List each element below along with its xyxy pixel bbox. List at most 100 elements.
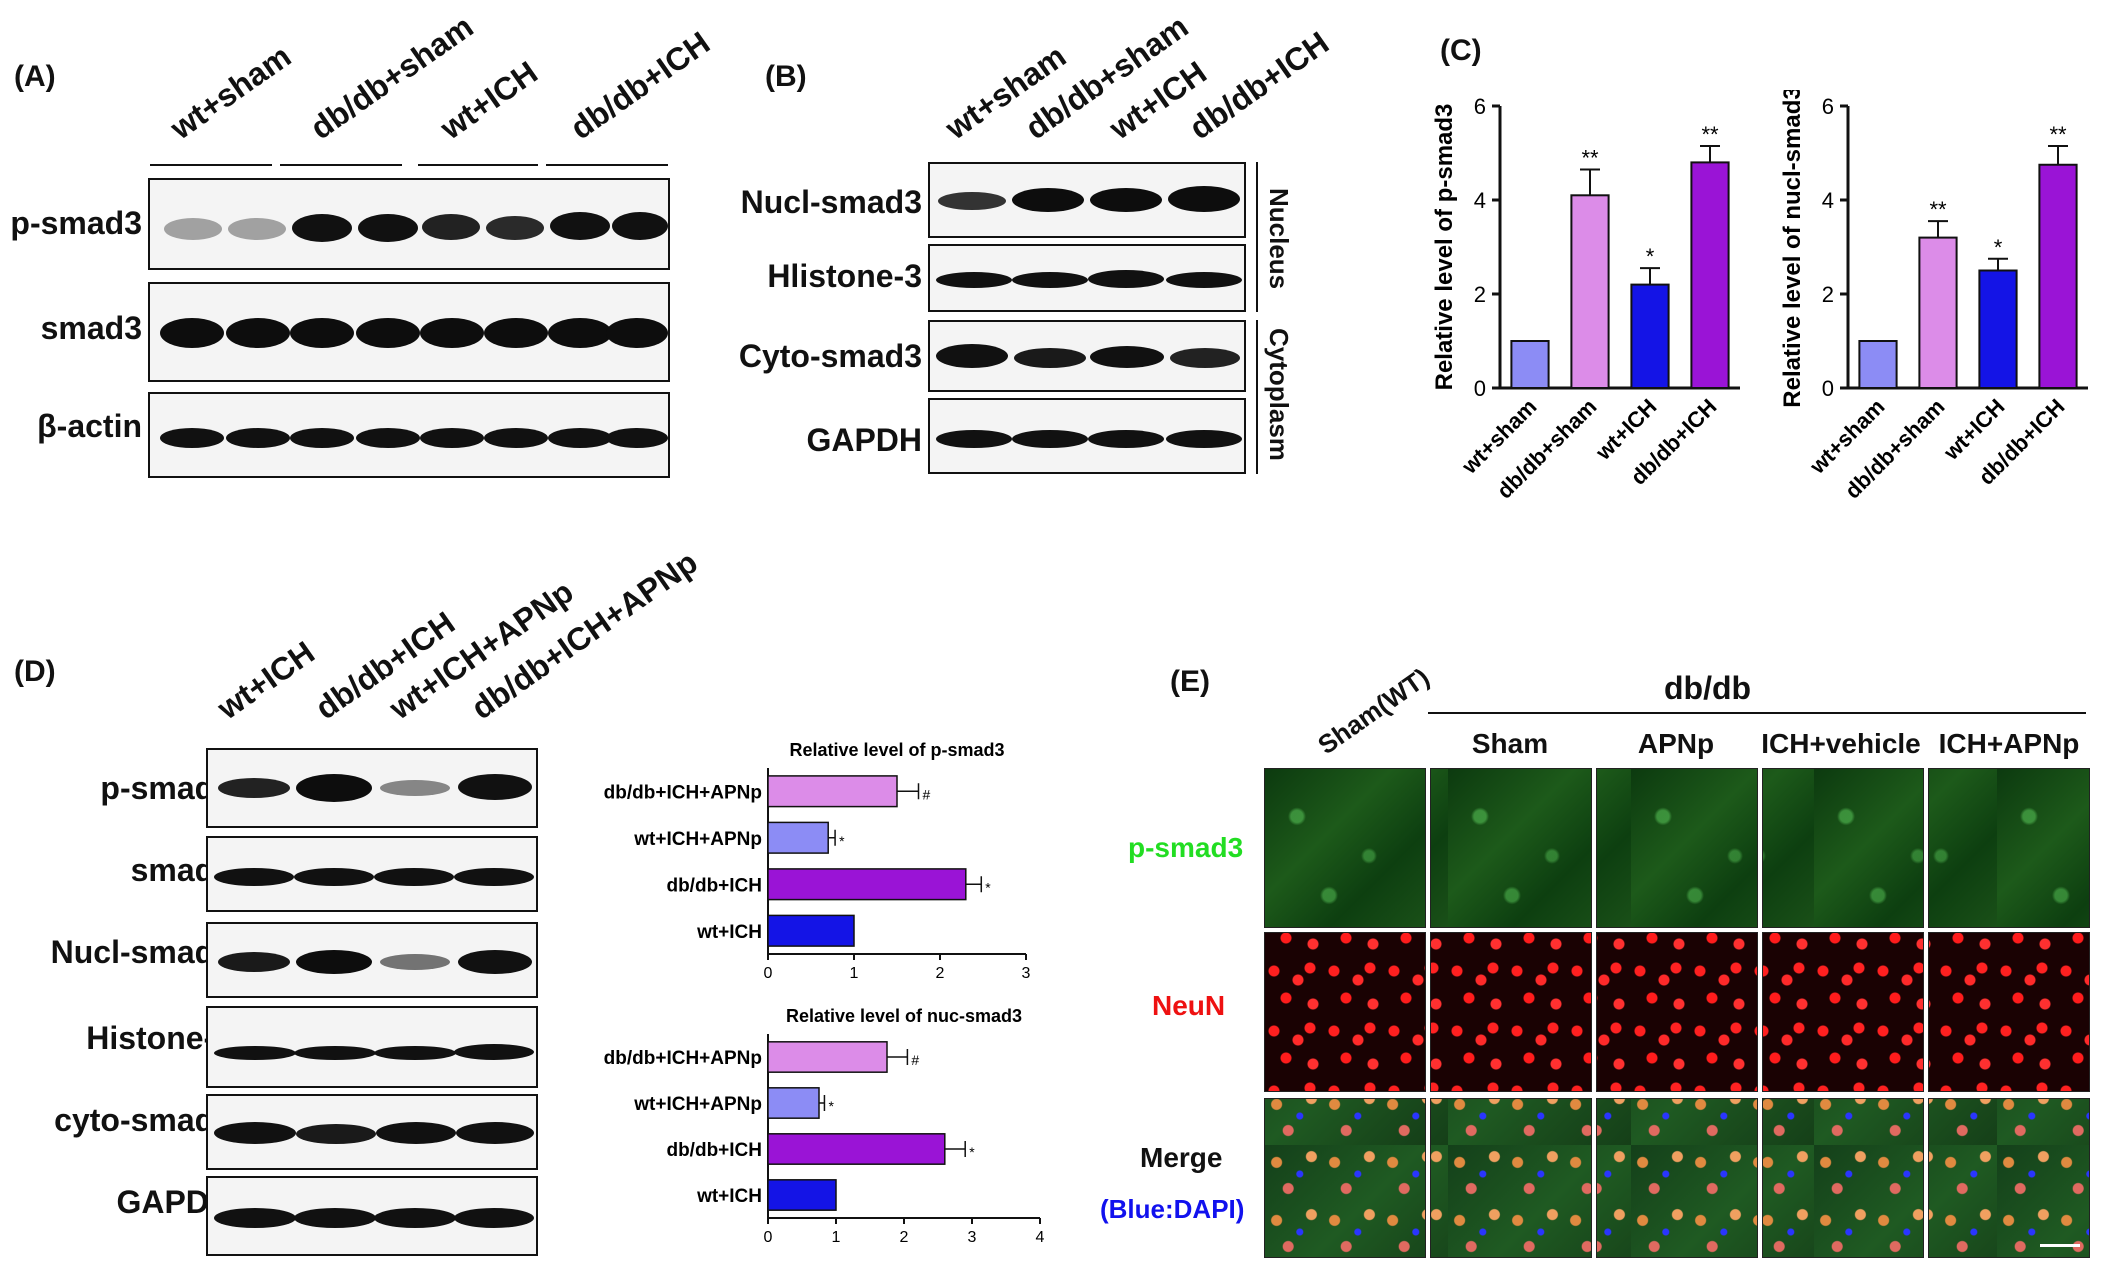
panel-d-charts: Relative level of p-smad3 0 1 2 3 # db/db+ICH+…	[604, 740, 1045, 1246]
panel-a-group-wt-sham: wt+sham	[163, 37, 298, 147]
y-tick-label: 6	[1474, 94, 1486, 119]
y-tick-label: 2	[1474, 282, 1486, 307]
micrograph-merge-col-5	[1928, 1098, 2090, 1258]
x-tick-label: 3	[1022, 965, 1031, 982]
bar	[767, 821, 829, 854]
y-tick-label: db/db+ICH	[666, 875, 762, 896]
significance-mark: *	[839, 833, 845, 849]
panel-a-group-line	[546, 164, 668, 166]
micrograph-p-smad3-col-1	[1264, 768, 1426, 928]
bar	[767, 1087, 820, 1119]
y-tick-label: 0	[1822, 376, 1834, 401]
panel-a-row-p-smad3: p-smad3	[10, 205, 142, 241]
panel-a-group-line	[280, 164, 402, 166]
y-tick-label: wt+ICH	[696, 922, 762, 943]
micrograph-neun-col-2	[1430, 932, 1592, 1092]
significance-mark: *	[985, 879, 991, 895]
x-tick-label: 1	[850, 965, 859, 982]
panel-a-group-wt-ich: wt+ICH	[433, 53, 544, 147]
micrograph-neun-col-5	[1928, 932, 2090, 1092]
panel-a-group-line	[150, 164, 272, 166]
panel-b-row-gapdh: GAPDH	[806, 422, 922, 458]
y-tick-label: wt+ICH+APNp	[633, 829, 762, 850]
significance-mark: *	[969, 1144, 975, 1160]
panel-b-row-histone-3: Hlistone-3	[767, 258, 922, 294]
panel-a-blot-beta-actin	[148, 392, 670, 478]
bar	[767, 1041, 888, 1073]
bar	[2038, 163, 2078, 389]
panel-e-letter: (E)	[1170, 665, 1210, 698]
panel-b-cytoplasm-label: Cytoplasm	[1264, 328, 1294, 461]
significance-mark: *	[1646, 244, 1655, 269]
significance-mark: **	[2049, 122, 2067, 147]
panel-a-group-dbdb-ich: db/db+ICH	[563, 24, 717, 147]
panel-a-blot-smad3	[148, 282, 670, 382]
significance-mark: *	[1994, 235, 2003, 260]
bar	[1630, 283, 1670, 390]
panel-b-row-cyto-smad3: Cyto-smad3	[738, 338, 922, 374]
bar	[1858, 340, 1898, 389]
panel-e-group-line	[1428, 712, 2086, 714]
bar	[767, 868, 967, 901]
y-tick-label: 6	[1822, 94, 1834, 119]
panel-b-blot-nucl-smad3	[928, 162, 1246, 238]
panel-e-col-ich-apnp: ICH+APNp	[1938, 728, 2080, 759]
bar	[767, 1133, 946, 1165]
panel-b-cytoplasm-bracket	[1256, 320, 1258, 474]
panel-d-row-cyto-smad3: cyto-smad3	[54, 1102, 232, 1138]
panel-d-lane-wt-ich: wt+ICH	[210, 633, 321, 727]
x-tick-label: 4	[1036, 1229, 1045, 1246]
bar	[1978, 269, 2018, 389]
hbar-chart: Relative level of p-smad3 0 1 2 3 # db/db+ICH+…	[604, 740, 1031, 982]
chart-title: Relative level of p-smad3	[789, 740, 1004, 760]
micrograph-p-smad3-col-3	[1596, 768, 1758, 928]
x-tick-label: 3	[968, 1229, 977, 1246]
panel-b-blot-cyto-smad3	[928, 320, 1246, 392]
panel-a-blot-p-smad3	[148, 178, 670, 270]
panel-e-row-merge: Merge	[1140, 1142, 1223, 1173]
panel-b-blot-gapdh	[928, 398, 1246, 474]
y-tick-label: db/db+ICH+APNp	[604, 1048, 762, 1069]
micrograph-neun-col-3	[1596, 932, 1758, 1092]
micrograph-p-smad3-col-2	[1430, 768, 1592, 928]
micrograph-merge-col-4	[1762, 1098, 1924, 1258]
panel-e-col-apnp: APNp	[1637, 728, 1715, 759]
micrograph-p-smad3-col-4	[1762, 768, 1924, 928]
panel-b-nucleus-bracket	[1256, 162, 1258, 312]
significance-mark: #	[911, 1052, 919, 1068]
bar	[767, 775, 898, 808]
panel-b-blot-histone-3	[928, 244, 1246, 312]
panel-d-letter: (D)	[14, 655, 56, 688]
y-tick-label: db/db+ICH	[666, 1140, 762, 1161]
panel-d-blot-gapdh	[206, 1176, 538, 1256]
panel-d-blot-nucl-smad3	[206, 922, 538, 998]
micrograph-neun-col-1	[1264, 932, 1426, 1092]
panel-a-group-line	[418, 164, 538, 166]
panel-e-row-neun: NeuN	[1152, 990, 1226, 1021]
micrograph-merge-col-1	[1264, 1098, 1426, 1258]
bar	[1918, 236, 1958, 389]
panel-d-row-nucl-smad3: Nucl-smad3	[50, 934, 232, 970]
y-tick-label: 4	[1822, 188, 1834, 213]
panel-d-blot-smad3	[206, 836, 538, 912]
panel-e-group-dbdb: db/db	[1664, 670, 1752, 706]
significance-mark: **	[1581, 145, 1599, 170]
x-tick-label: 1	[832, 1229, 841, 1246]
panel-b-row-nucl-smad3: Nucl-smad3	[740, 184, 922, 220]
bar	[767, 1179, 837, 1211]
significance-mark: **	[1701, 122, 1719, 147]
y-tick-label: 0	[1474, 376, 1486, 401]
chart-title: Relative level of nuc-smad3	[786, 1006, 1022, 1026]
panel-b-nucleus-label: Nucleus	[1264, 188, 1294, 290]
micrograph-merge-col-2	[1430, 1098, 1592, 1258]
bar	[1570, 194, 1610, 389]
x-tick-label: 2	[900, 1229, 909, 1246]
panel-e-merge-note: (Blue:DAPI)	[1100, 1194, 1245, 1224]
x-tick-label: 2	[936, 965, 945, 982]
y-tick-label: db/db+ICH+APNp	[604, 782, 762, 803]
panel-a-letter: (A)	[14, 60, 56, 93]
hbar-chart: Relative level of nuc-smad3 0 1 2 3 4 # db/db+I…	[604, 1006, 1045, 1246]
significance-mark: *	[828, 1098, 834, 1114]
